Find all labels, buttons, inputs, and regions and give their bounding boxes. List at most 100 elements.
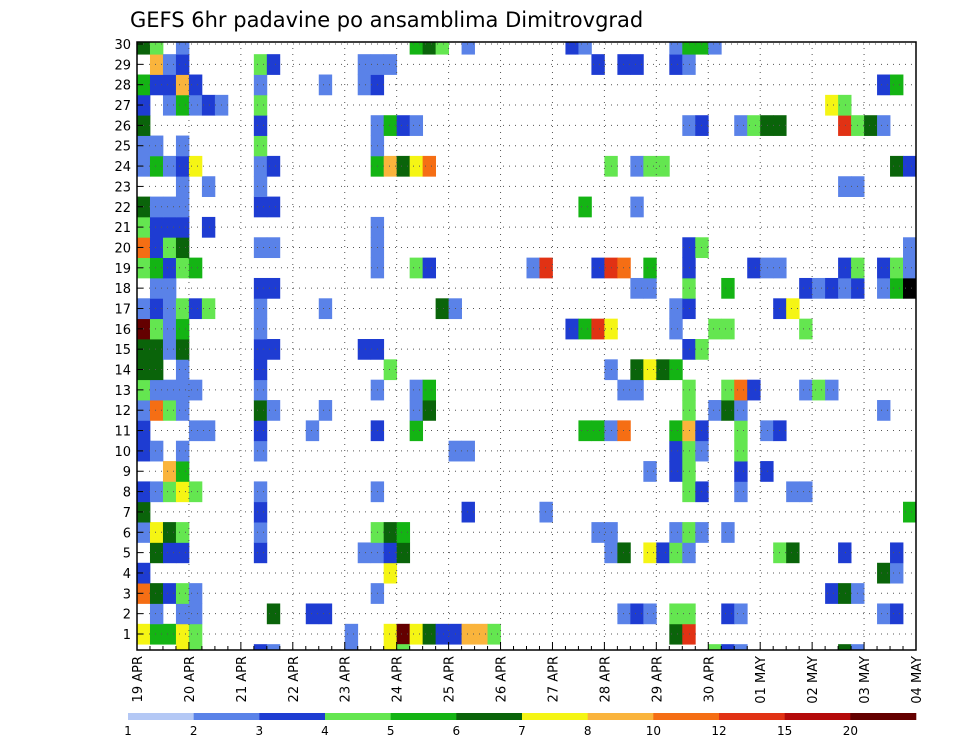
- heatmap-cell: [409, 115, 424, 136]
- heatmap-cell: [396, 542, 411, 564]
- heatmap-cell: [630, 379, 644, 401]
- heatmap-cell: [175, 542, 190, 564]
- heatmap-cell: [175, 176, 190, 197]
- heatmap-cell: [162, 54, 177, 75]
- heatmap-cell: [305, 603, 320, 625]
- heatmap-cell: [578, 318, 592, 340]
- colorbar-swatch: [719, 713, 785, 720]
- heatmap-cell: [903, 277, 917, 299]
- heatmap-cell: [253, 318, 268, 340]
- x-tick-label: 19 APR: [131, 656, 146, 702]
- heatmap-cell: [760, 420, 774, 442]
- heatmap-cell: [695, 42, 709, 55]
- heatmap-cell: [734, 420, 748, 442]
- heatmap-cell: [682, 603, 696, 625]
- heatmap-cell: [305, 420, 320, 442]
- heatmap-cell: [747, 379, 761, 401]
- heatmap-cell: [396, 155, 411, 177]
- colorbar-swatch: [653, 713, 720, 720]
- y-tick-label: 10: [114, 445, 131, 460]
- heatmap-cell: [162, 155, 177, 177]
- heatmap-cell: [669, 603, 683, 625]
- x-tick-label: 23 APR: [339, 656, 354, 702]
- heatmap-cell: [162, 237, 177, 259]
- heatmap-cell: [578, 420, 592, 442]
- heatmap-cell: [721, 644, 735, 651]
- y-tick-label: 24: [114, 160, 131, 175]
- heatmap-cell: [188, 481, 203, 503]
- heatmap-cell: [877, 257, 891, 279]
- heatmap-cell: [786, 542, 800, 564]
- heatmap-cell: [149, 237, 164, 259]
- heatmap-cell: [409, 400, 424, 421]
- heatmap-cell: [825, 379, 839, 401]
- heatmap-cell: [799, 277, 813, 299]
- y-tick-label: 21: [114, 221, 131, 236]
- heatmap-cell: [825, 94, 839, 116]
- heatmap-cell: [149, 522, 164, 543]
- heatmap-cell: [643, 277, 657, 299]
- heatmap-cell: [253, 277, 268, 299]
- heatmap-cell: [799, 318, 813, 340]
- y-tick-label: 20: [114, 241, 131, 256]
- heatmap-cell: [747, 257, 761, 279]
- y-tick-label: 8: [123, 486, 131, 501]
- heatmap-cell: [474, 623, 488, 645]
- heatmap-cell: [591, 54, 605, 75]
- heatmap-cell: [721, 522, 735, 543]
- colorbar-label: 20: [843, 724, 858, 738]
- heatmap-cell: [175, 359, 190, 381]
- heatmap-cell: [188, 603, 203, 625]
- heatmap-cell: [682, 440, 696, 462]
- heatmap-cell: [188, 298, 203, 320]
- heatmap-cell: [539, 257, 553, 279]
- heatmap-cell: [656, 155, 670, 177]
- heatmap-cell: [838, 176, 852, 197]
- heatmap-cell: [162, 339, 177, 360]
- heatmap-cell: [253, 440, 268, 462]
- heatmap-cell: [149, 400, 164, 421]
- heatmap-cell: [357, 339, 372, 360]
- heatmap-cell: [383, 623, 398, 645]
- heatmap-cell: [786, 298, 800, 320]
- heatmap-cell: [162, 623, 177, 645]
- heatmap-cell: [669, 42, 683, 55]
- heatmap-cell: [656, 359, 670, 381]
- heatmap-cell: [253, 176, 268, 197]
- heatmap-cell: [149, 542, 164, 564]
- heatmap-cell: [903, 257, 917, 279]
- heatmap-cell: [877, 562, 891, 584]
- heatmap-cell: [253, 115, 268, 136]
- heatmap-cell: [162, 400, 177, 421]
- heatmap-cell: [682, 400, 696, 421]
- heatmap-cell: [162, 379, 177, 401]
- heatmap-cell: [409, 257, 424, 279]
- heatmap-cell: [253, 196, 268, 218]
- heatmap-cell: [890, 277, 904, 299]
- heatmap-cell: [643, 461, 657, 482]
- heatmap-cell: [149, 583, 164, 604]
- y-tick-label: 2: [123, 608, 131, 623]
- heatmap-cell: [682, 257, 696, 279]
- heatmap-cell: [253, 522, 268, 543]
- x-tick-label: 02 MAY: [806, 656, 821, 704]
- colorbar-label: 1: [124, 724, 132, 738]
- heatmap-cell: [188, 155, 203, 177]
- heatmap-cell: [175, 440, 190, 462]
- heatmap-cell: [643, 155, 657, 177]
- heatmap-cell: [149, 379, 164, 401]
- heatmap-cell: [630, 196, 644, 218]
- x-tick-label: 22 APR: [287, 656, 302, 702]
- heatmap-cell: [669, 623, 683, 645]
- heatmap-cell: [253, 94, 268, 116]
- heatmap-cell: [682, 277, 696, 299]
- heatmap-cell: [188, 623, 203, 645]
- y-tick-label: 11: [114, 425, 131, 440]
- colorbar-label: 5: [387, 724, 395, 738]
- heatmap-cell: [149, 298, 164, 320]
- heatmap-cell: [877, 603, 891, 625]
- heatmap-cell: [838, 257, 852, 279]
- chart-title: GEFS 6hr padavine po ansamblima Dimitrov…: [130, 8, 643, 32]
- colorbar: 1 2 3 4 5 6 7 8 10 12 15 20: [124, 713, 917, 738]
- heatmap-cell: [175, 339, 190, 360]
